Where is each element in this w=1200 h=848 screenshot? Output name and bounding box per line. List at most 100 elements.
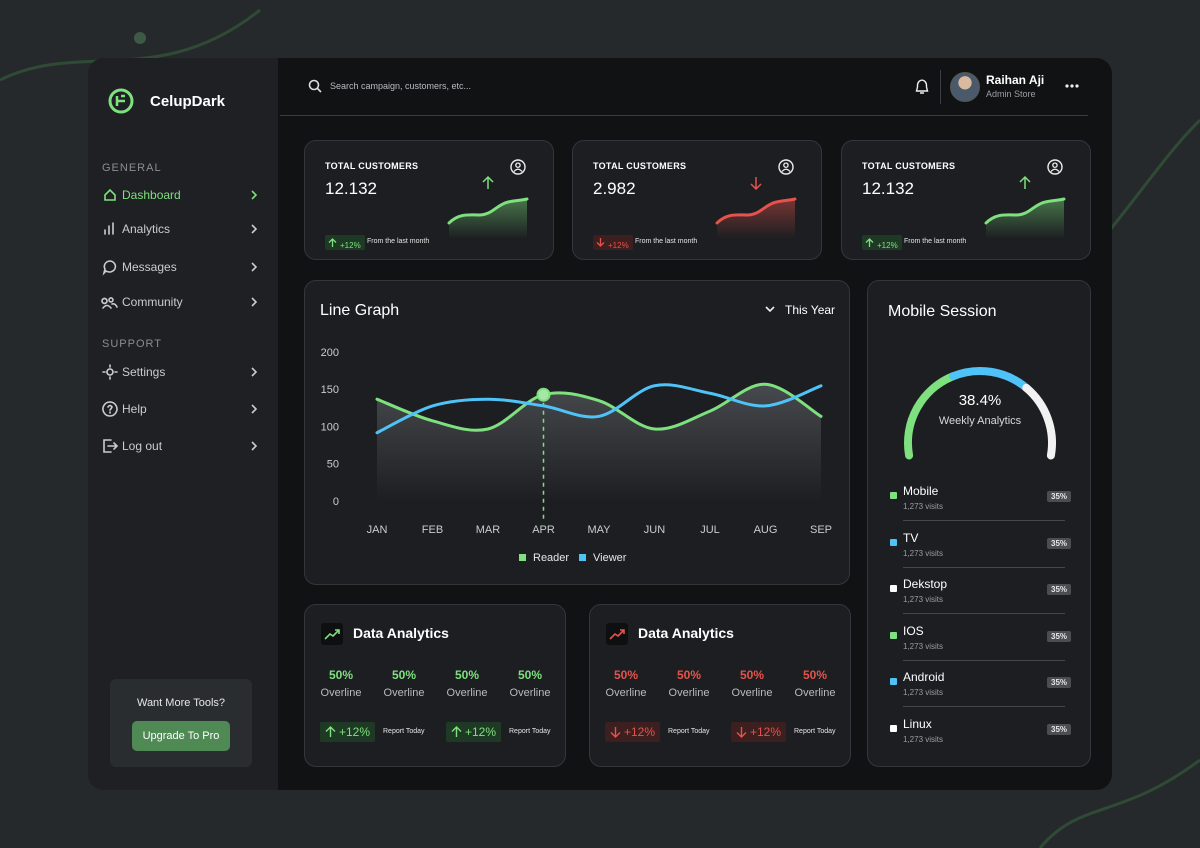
- badge-arrow: [596, 238, 605, 247]
- report-note: Report Today: [383, 728, 425, 735]
- menu-item[interactable]: Messages: [122, 260, 177, 274]
- change-badge: +12%: [593, 235, 633, 250]
- report-badge: +12%: [731, 722, 787, 742]
- notification-bell: [915, 79, 929, 94]
- mobile-session-card: Mobile Session 38.4% Weekly Analytics Mobil…: [867, 280, 1091, 767]
- menu-item[interactable]: Help: [122, 402, 147, 416]
- item-share: 35%: [1047, 723, 1072, 735]
- x-tick-label: JAN: [367, 524, 388, 536]
- user-name: Raihan Aji: [986, 73, 1045, 87]
- arrow-glyph: [482, 175, 494, 189]
- dot: [1070, 84, 1074, 88]
- item-name: TV: [903, 530, 919, 545]
- period-filter[interactable]: This Year: [785, 303, 836, 317]
- report-badge: +12%: [446, 722, 502, 742]
- metric-value: 50%: [802, 668, 828, 682]
- report-change: +12%: [624, 725, 656, 739]
- chevron: [251, 190, 258, 200]
- header-separator: [940, 70, 941, 104]
- card-title: Mobile Session: [888, 303, 997, 320]
- y-tick-label: 150: [321, 384, 339, 396]
- report-badge: +12%: [605, 722, 661, 742]
- item-name: Linux: [903, 716, 932, 731]
- sparkline: [984, 197, 1066, 239]
- x-tick-label: SEP: [810, 524, 832, 536]
- menu-item[interactable]: Analytics: [122, 222, 171, 236]
- arrow-glyph: [596, 238, 605, 247]
- change-note: From the last month: [367, 238, 430, 245]
- gauge-value: 38.4%: [958, 392, 1002, 409]
- chevron-glyph: [765, 306, 775, 313]
- item-visits: 1,273 visits: [903, 734, 944, 744]
- promo-text: Want More Tools?: [136, 697, 226, 709]
- logo-icon: [108, 88, 134, 114]
- stat-title: TOTAL CUSTOMERS: [862, 161, 956, 171]
- menu-item[interactable]: Dashboard: [122, 188, 181, 202]
- icon-glyph: [102, 260, 117, 276]
- metric-value: 50%: [391, 668, 417, 682]
- item-dot: [890, 538, 897, 546]
- chevron-glyph: [251, 404, 258, 414]
- series-line: [375, 383, 823, 435]
- item-visits: 1,273 visits: [903, 688, 944, 697]
- x-tick-label: FEB: [422, 524, 443, 536]
- more-menu: [1065, 84, 1079, 88]
- menu-item[interactable]: Community: [122, 295, 183, 309]
- metric-value: 50%: [613, 668, 639, 682]
- badge-arrow: [328, 238, 337, 247]
- icon-glyph: [102, 364, 118, 380]
- report-change: +12%: [465, 725, 497, 739]
- brand-name: CelupDark: [150, 93, 226, 110]
- item-divider: [903, 520, 1065, 521]
- arrow-glyph: [1019, 175, 1031, 189]
- metric-label: Overline: [794, 687, 836, 699]
- trend-glyph: [609, 629, 625, 640]
- x-tick-label: APR: [532, 524, 555, 536]
- user-ring: [1047, 159, 1063, 175]
- menu-item[interactable]: Log out: [122, 439, 163, 453]
- item-name: IOS: [903, 623, 924, 638]
- gauge-segment: [949, 367, 1031, 392]
- chevron: [251, 297, 258, 307]
- report-note: Report Today: [509, 728, 551, 735]
- arrow-glyph: [750, 177, 762, 191]
- data-analytics-card: Data Analytics 50% Overline 50% Overline 50% O…: [589, 604, 851, 767]
- chevron-glyph: [251, 297, 258, 307]
- icon-glyph: [103, 439, 119, 453]
- dot: [1065, 84, 1069, 88]
- promo-box: Want More Tools? Upgrade To Pro: [110, 679, 252, 767]
- arrow-glyph: [325, 726, 336, 737]
- avatar: [950, 72, 980, 102]
- trend-icon: [324, 629, 340, 640]
- upgrade-button[interactable]: Upgrade To Pro: [132, 721, 230, 751]
- line-graph-card: Line Graph This Year 0 50 100 150 200 JAN FEB MAR…: [304, 280, 850, 585]
- search-input[interactable]: Search campaign, customers, etc...: [330, 81, 472, 91]
- x-tick-label: JUN: [644, 524, 665, 536]
- menu-item[interactable]: Settings: [122, 365, 166, 379]
- trend-arrow: [482, 175, 494, 189]
- sidebar: CelupDark GENERAL Dashboard Analytics Messag…: [88, 58, 278, 790]
- sparkline: [715, 197, 797, 239]
- menu-icon: [102, 401, 118, 417]
- chevron: [251, 262, 258, 272]
- item-divider: [903, 566, 1065, 568]
- metric-value: 50%: [676, 668, 702, 682]
- bell-glyph: [915, 79, 929, 94]
- app-window: CelupDark GENERAL Dashboard Analytics Messag…: [88, 58, 1112, 790]
- metric-label: Overline: [668, 687, 710, 699]
- y-tick-label: 200: [321, 347, 339, 359]
- item-name: Android: [903, 670, 945, 684]
- stat-card: TOTAL CUSTOMERS 12.132 +12% From the last m…: [304, 140, 554, 260]
- legend-swatch: [519, 554, 526, 561]
- metric-label: Overline: [731, 687, 773, 699]
- chart-title: Line Graph: [320, 302, 400, 319]
- badge-arrow: [451, 726, 462, 737]
- user-icon: [510, 159, 526, 175]
- user-ring: [510, 159, 526, 175]
- item-divider: [903, 659, 1065, 661]
- metric-value: 50%: [739, 668, 765, 682]
- change-value: +12%: [608, 241, 629, 250]
- y-tick-label: 50: [327, 459, 339, 471]
- item-share: 35%: [1047, 630, 1072, 642]
- trend-glyph: [324, 629, 340, 640]
